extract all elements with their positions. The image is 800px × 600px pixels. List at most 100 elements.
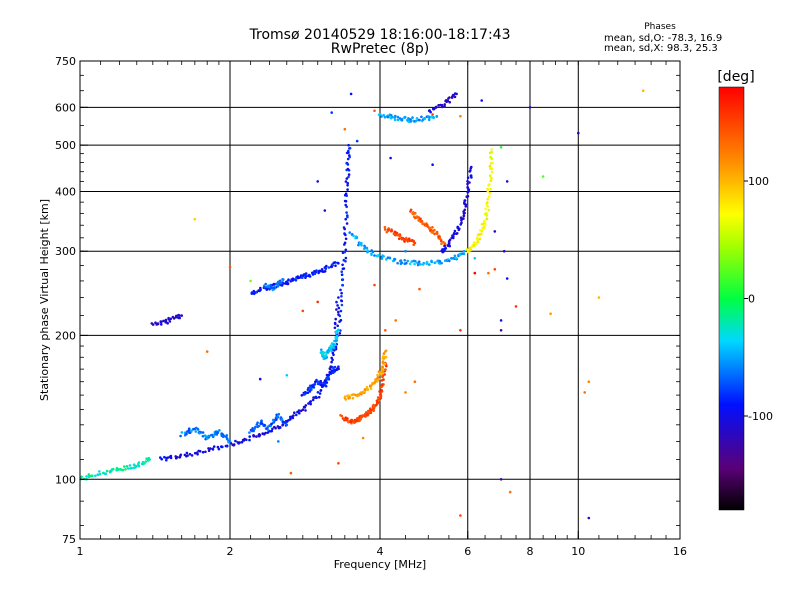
trace-point <box>485 217 489 220</box>
trace-point <box>281 278 284 281</box>
trace-point <box>339 309 343 313</box>
trace-point <box>96 473 100 477</box>
trace-point <box>396 261 399 265</box>
trace-point <box>348 395 351 399</box>
trace-point <box>332 343 336 346</box>
trace-point <box>460 221 463 224</box>
trace-point <box>256 421 259 425</box>
trace-point <box>185 432 188 436</box>
trace-point <box>366 388 369 392</box>
trace-point <box>478 237 482 241</box>
trace-point <box>98 472 102 476</box>
trace-point <box>299 409 303 413</box>
trace-point <box>303 406 307 409</box>
scatter-point <box>459 514 462 517</box>
trace-point <box>462 249 466 253</box>
trace-point <box>391 115 394 119</box>
trace-point <box>453 229 457 233</box>
trace-point <box>198 450 202 453</box>
scatter-point <box>349 92 353 96</box>
trace-point <box>245 438 248 442</box>
trace-point <box>333 365 337 369</box>
trace-point <box>201 431 205 434</box>
trace-point <box>398 117 402 120</box>
trace-point <box>405 261 408 265</box>
trace-point <box>294 278 298 282</box>
trace-point <box>313 272 317 276</box>
trace-point <box>112 467 115 471</box>
trace-point <box>270 422 273 426</box>
trace-point <box>403 116 406 119</box>
x-tick-label: 1 <box>77 545 84 558</box>
trace-point <box>317 395 321 399</box>
trace-point <box>485 214 489 217</box>
trace-point <box>137 464 141 468</box>
trace-point <box>309 402 313 406</box>
scatter-point <box>502 249 506 253</box>
trace-point <box>240 440 244 444</box>
trace-point <box>450 257 453 260</box>
trace-point <box>129 467 132 470</box>
trace-point <box>433 232 436 236</box>
trace-point <box>381 383 384 386</box>
scatter-point <box>389 156 392 160</box>
trace-point <box>329 365 333 369</box>
trace-point <box>307 388 310 391</box>
trace-point <box>490 170 494 174</box>
trace-point <box>413 241 417 245</box>
trace-point <box>212 445 216 448</box>
trace-point <box>344 237 348 241</box>
trace-point <box>260 422 264 425</box>
trace-point <box>208 434 211 438</box>
trace-point <box>301 276 304 280</box>
trace-point <box>324 384 328 388</box>
trace-point <box>346 181 350 185</box>
trace-point <box>421 263 425 266</box>
trace-point <box>295 413 298 417</box>
trace-point <box>90 474 94 478</box>
trace-point <box>178 314 181 317</box>
scatter-point <box>459 114 462 118</box>
trace-point <box>346 167 350 171</box>
trace-point <box>448 238 452 242</box>
trace-point <box>466 186 470 190</box>
trace-point <box>475 237 479 240</box>
trace-point <box>408 262 412 266</box>
trace-point <box>277 412 281 416</box>
trace-point <box>423 117 426 120</box>
trace-point <box>343 395 347 398</box>
trace-point <box>469 248 473 251</box>
trace-point <box>485 212 488 215</box>
trace-point <box>466 182 469 186</box>
trace-point <box>271 288 275 292</box>
trace-point <box>448 100 452 104</box>
scatter-point <box>289 471 293 475</box>
trace-point <box>148 458 151 461</box>
trace-point <box>393 118 397 122</box>
trace-point <box>272 418 275 422</box>
scatter-point <box>549 312 552 316</box>
trace-point <box>274 426 277 430</box>
trace-point <box>462 214 466 218</box>
trace-point <box>348 146 352 150</box>
trace-point <box>340 295 343 298</box>
trace-point <box>451 234 454 237</box>
trace-point <box>347 149 350 153</box>
trace-point <box>417 260 421 264</box>
trace-point <box>468 170 472 173</box>
trace-point <box>366 249 369 252</box>
trace-point <box>337 296 340 299</box>
trace-point <box>340 270 344 274</box>
trace-point <box>194 430 198 433</box>
trace-point <box>376 402 380 405</box>
trace-point <box>156 322 160 325</box>
trace-point <box>344 398 348 401</box>
trace-point <box>316 391 320 394</box>
trace-point <box>411 116 414 119</box>
trace-point <box>333 321 337 325</box>
trace-point <box>363 247 366 250</box>
trace-point <box>293 411 296 415</box>
trace-point <box>300 394 304 397</box>
scatter-point <box>431 113 434 116</box>
x-tick-label: 10 <box>571 545 585 558</box>
